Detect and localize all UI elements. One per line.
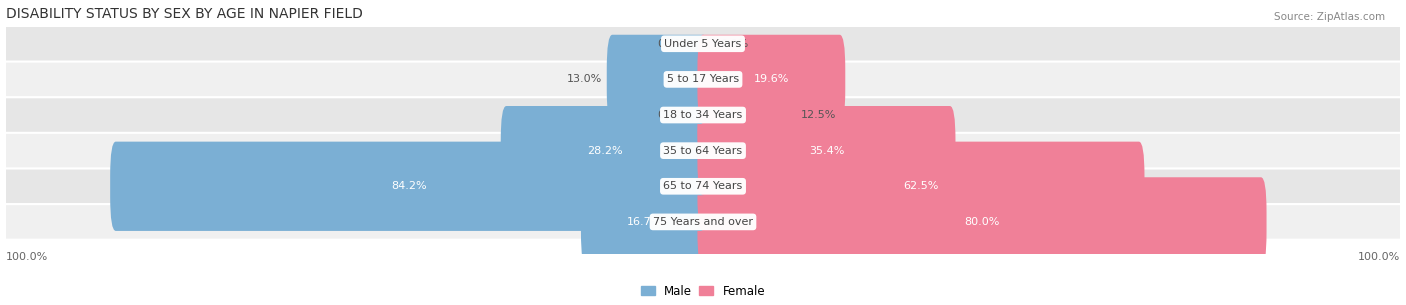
- Text: 80.0%: 80.0%: [965, 217, 1000, 227]
- Text: 13.0%: 13.0%: [567, 74, 602, 84]
- FancyBboxPatch shape: [6, 63, 1400, 96]
- Text: 75 Years and over: 75 Years and over: [652, 217, 754, 227]
- Text: 12.5%: 12.5%: [800, 110, 837, 120]
- Text: 100.0%: 100.0%: [6, 252, 48, 261]
- FancyBboxPatch shape: [6, 205, 1400, 239]
- FancyBboxPatch shape: [697, 106, 956, 195]
- Text: 65 to 74 Years: 65 to 74 Years: [664, 181, 742, 191]
- FancyBboxPatch shape: [697, 70, 796, 160]
- Text: 28.2%: 28.2%: [586, 146, 623, 156]
- Text: Source: ZipAtlas.com: Source: ZipAtlas.com: [1274, 12, 1385, 22]
- Text: 0.0%: 0.0%: [658, 110, 686, 120]
- Text: 35.4%: 35.4%: [808, 146, 844, 156]
- FancyBboxPatch shape: [581, 177, 709, 267]
- FancyBboxPatch shape: [6, 98, 1400, 132]
- FancyBboxPatch shape: [697, 142, 1144, 231]
- Text: DISABILITY STATUS BY SEX BY AGE IN NAPIER FIELD: DISABILITY STATUS BY SEX BY AGE IN NAPIE…: [6, 7, 363, 21]
- Text: 0.0%: 0.0%: [658, 39, 686, 49]
- Legend: Male, Female: Male, Female: [636, 280, 770, 302]
- Text: 84.2%: 84.2%: [391, 181, 427, 191]
- Text: 100.0%: 100.0%: [1358, 252, 1400, 261]
- FancyBboxPatch shape: [697, 177, 1267, 267]
- Text: Under 5 Years: Under 5 Years: [665, 39, 741, 49]
- FancyBboxPatch shape: [501, 106, 709, 195]
- Text: 5 to 17 Years: 5 to 17 Years: [666, 74, 740, 84]
- Text: 35 to 64 Years: 35 to 64 Years: [664, 146, 742, 156]
- FancyBboxPatch shape: [110, 142, 709, 231]
- Text: 19.6%: 19.6%: [754, 74, 789, 84]
- FancyBboxPatch shape: [697, 35, 845, 124]
- FancyBboxPatch shape: [607, 35, 709, 124]
- Text: 0.0%: 0.0%: [720, 39, 748, 49]
- FancyBboxPatch shape: [6, 134, 1400, 167]
- FancyBboxPatch shape: [6, 170, 1400, 203]
- Text: 18 to 34 Years: 18 to 34 Years: [664, 110, 742, 120]
- Text: 16.7%: 16.7%: [627, 217, 662, 227]
- Text: 62.5%: 62.5%: [903, 181, 939, 191]
- FancyBboxPatch shape: [6, 27, 1400, 60]
